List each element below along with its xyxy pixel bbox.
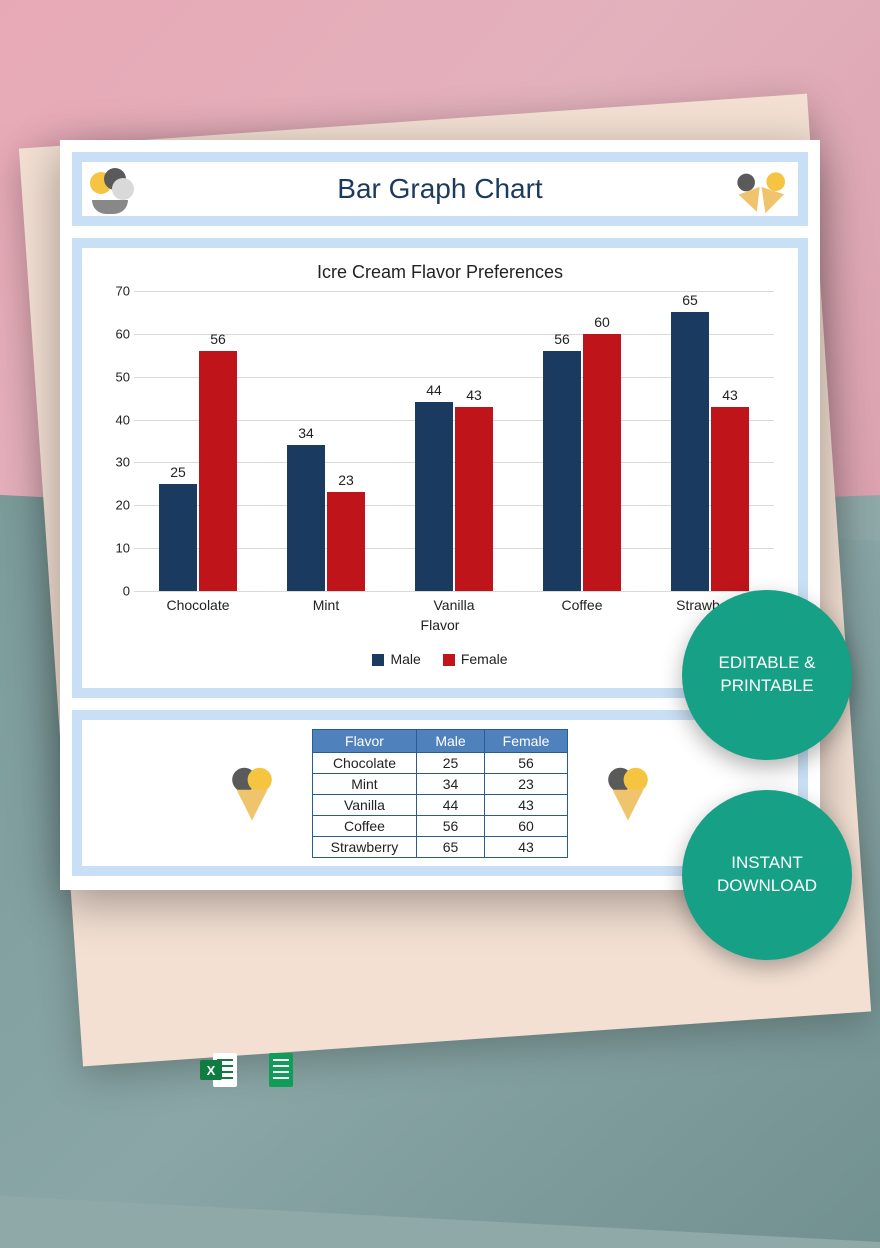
ice-cream-cone-right-icon <box>608 768 648 818</box>
bar: 56 <box>543 351 581 591</box>
legend-item: Female <box>443 651 508 667</box>
table-row: Vanilla4443 <box>312 794 568 815</box>
legend-swatch <box>443 654 455 666</box>
chart-title: Icre Cream Flavor Preferences <box>100 262 780 283</box>
table-row: Coffee5660 <box>312 815 568 836</box>
bar-value-label: 23 <box>327 472 365 488</box>
chart-y-tick-label: 30 <box>102 455 130 470</box>
google-sheets-icon[interactable] <box>256 1050 296 1090</box>
table-cell: 65 <box>417 836 484 857</box>
bar-group: 4443 <box>409 402 499 591</box>
ice-cream-cone-left-icon <box>232 768 272 818</box>
bar: 23 <box>327 492 365 591</box>
table-header-cell: Flavor <box>312 729 417 752</box>
table-cell: 60 <box>484 815 568 836</box>
bar-value-label: 65 <box>671 292 709 308</box>
chart-x-tick-label: Coffee <box>537 597 627 613</box>
legend-item: Male <box>372 651 420 667</box>
instant-download-badge[interactable]: INSTANT DOWNLOAD <box>682 790 852 960</box>
document-page: Bar Graph Chart Icre Cream Flavor Prefer… <box>60 140 820 890</box>
bar-group: 2556 <box>153 351 243 591</box>
bar-value-label: 34 <box>287 425 325 441</box>
table-cell: 56 <box>484 752 568 773</box>
page-title: Bar Graph Chart <box>337 173 542 205</box>
table-cell: 25 <box>417 752 484 773</box>
table-cell: 44 <box>417 794 484 815</box>
chart-legend: Male Female <box>100 651 780 667</box>
chart-y-tick-label: 0 <box>102 584 130 599</box>
badge-label: INSTANT DOWNLOAD <box>717 852 817 898</box>
bar-value-label: 56 <box>543 331 581 347</box>
table-cell: 56 <box>417 815 484 836</box>
chart-y-tick-label: 70 <box>102 284 130 299</box>
bar-value-label: 43 <box>711 387 749 403</box>
table-row: Mint3423 <box>312 773 568 794</box>
chart-x-tick-label: Chocolate <box>153 597 243 613</box>
table-cell: 43 <box>484 794 568 815</box>
chart-y-tick-label: 10 <box>102 541 130 556</box>
table-cell: Chocolate <box>312 752 417 773</box>
table-row: Strawberry6543 <box>312 836 568 857</box>
bar-group: 3423 <box>281 445 371 591</box>
bar: 60 <box>583 334 621 591</box>
bar: 43 <box>711 407 749 591</box>
chart-x-axis-label: Flavor <box>100 617 780 633</box>
bar-value-label: 44 <box>415 382 453 398</box>
bar: 43 <box>455 407 493 591</box>
table-cell: 43 <box>484 836 568 857</box>
table-header-cell: Female <box>484 729 568 752</box>
bar: 34 <box>287 445 325 591</box>
chart-gridline <box>134 591 774 592</box>
table-cell: Mint <box>312 773 417 794</box>
bar-group: 5660 <box>537 334 627 591</box>
table-cell: Vanilla <box>312 794 417 815</box>
chart-plot-area: 01020304050607025563423444356606543 <box>134 291 774 591</box>
chart-x-tick-label: Vanilla <box>409 597 499 613</box>
chart-y-tick-label: 40 <box>102 412 130 427</box>
excel-icon[interactable]: X <box>200 1050 240 1090</box>
chart-y-tick-label: 60 <box>102 326 130 341</box>
data-table: FlavorMaleFemaleChocolate2556Mint3423Van… <box>312 729 569 858</box>
ice-cream-bowl-icon <box>90 168 150 218</box>
bar: 65 <box>671 312 709 591</box>
table-cell: 34 <box>417 773 484 794</box>
bar: 44 <box>415 402 453 591</box>
editable-printable-badge[interactable]: EDITABLE & PRINTABLE <box>682 590 852 760</box>
bar-group: 6543 <box>665 312 755 591</box>
table-cell: Coffee <box>312 815 417 836</box>
legend-swatch <box>372 654 384 666</box>
chart-x-axis: ChocolateMintVanillaCoffeeStrawberry <box>134 597 774 613</box>
bar: 56 <box>199 351 237 591</box>
bar-value-label: 43 <box>455 387 493 403</box>
bar-value-label: 56 <box>199 331 237 347</box>
chart-bars: 25563423444356606543 <box>134 291 774 591</box>
table-cell: 23 <box>484 773 568 794</box>
chart-y-tick-label: 50 <box>102 369 130 384</box>
bar-value-label: 25 <box>159 464 197 480</box>
badge-label: EDITABLE & PRINTABLE <box>719 652 816 698</box>
bar: 25 <box>159 484 197 591</box>
format-icons-row: X <box>200 1050 296 1090</box>
chart-y-tick-label: 20 <box>102 498 130 513</box>
table-row: Chocolate2556 <box>312 752 568 773</box>
bar-value-label: 60 <box>583 314 621 330</box>
chart-x-tick-label: Mint <box>281 597 371 613</box>
ice-cream-cones-icon <box>730 168 790 218</box>
table-cell: Strawberry <box>312 836 417 857</box>
table-header-cell: Male <box>417 729 484 752</box>
table-header-row: FlavorMaleFemale <box>312 729 568 752</box>
header-panel: Bar Graph Chart <box>72 152 808 226</box>
